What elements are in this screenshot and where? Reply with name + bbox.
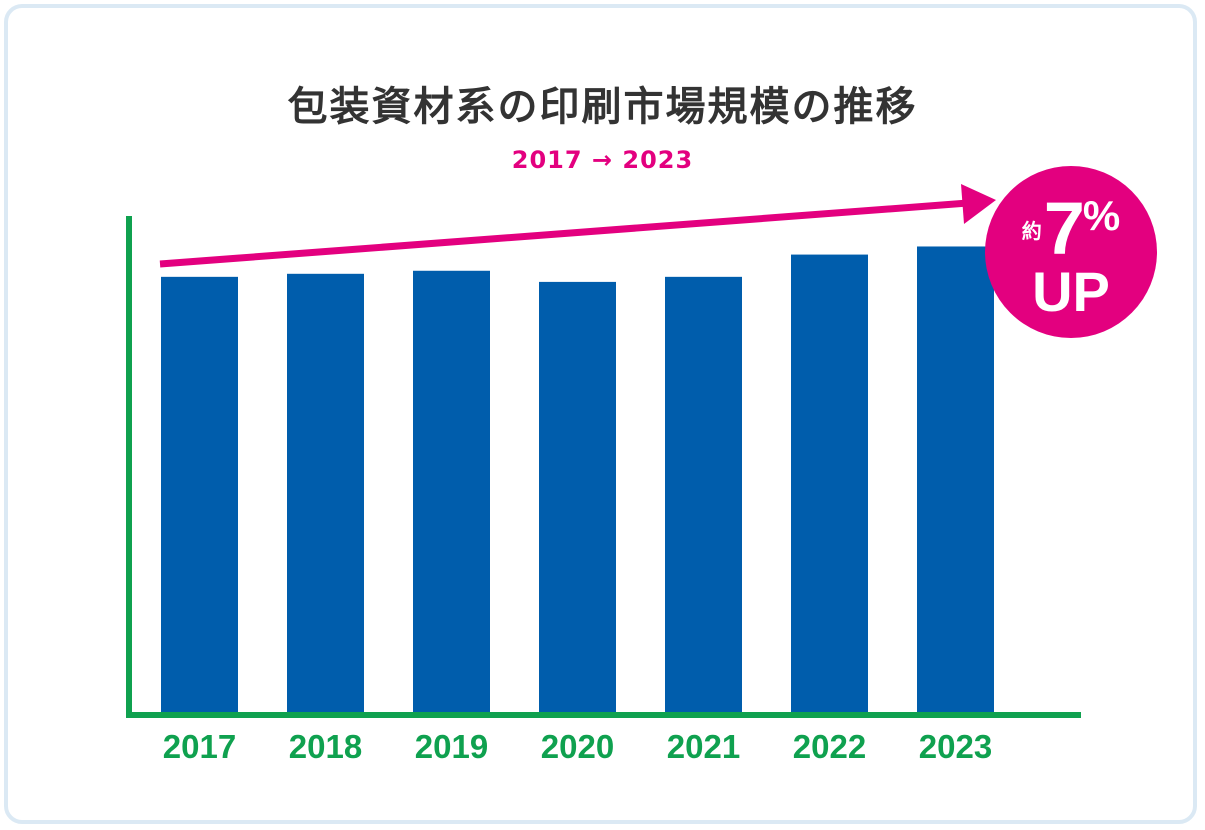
x-tick-label-2020: 2020 — [541, 728, 614, 765]
badge-up-label: UP — [1032, 260, 1110, 323]
x-tick-label-2023: 2023 — [919, 728, 992, 765]
bar-2021 — [665, 276, 742, 712]
trend-arrow — [159, 184, 996, 268]
badge-approx-label: 約 — [1021, 221, 1042, 243]
chart-title: 包装資材系の印刷市場規模の推移 — [287, 84, 918, 130]
trend-arrow-head — [961, 184, 996, 224]
bar-2023 — [917, 246, 994, 713]
bar-2018 — [287, 273, 364, 712]
badge-percent-value: 7 — [1043, 187, 1085, 270]
bar-2020 — [539, 281, 616, 712]
x-tick-label-2018: 2018 — [289, 728, 362, 765]
bar-2022 — [791, 254, 868, 713]
badge-percent-sign: % — [1082, 192, 1121, 239]
x-tick-label-2021: 2021 — [667, 728, 740, 765]
bar-group — [161, 246, 994, 713]
x-tick-label-2017: 2017 — [163, 728, 236, 765]
chart-subtitle: 2017 → 2023 — [511, 146, 694, 174]
trend-arrow-line — [159, 199, 969, 268]
bar-2017 — [161, 276, 238, 712]
x-tick-label-2019: 2019 — [415, 728, 488, 765]
increase-badge: 約7% UP — [985, 166, 1157, 338]
x-tick-labels: 2017 2018 2019 2020 2021 2022 2023 — [163, 728, 992, 765]
bar-2019 — [413, 270, 490, 712]
x-tick-label-2022: 2022 — [793, 728, 866, 765]
